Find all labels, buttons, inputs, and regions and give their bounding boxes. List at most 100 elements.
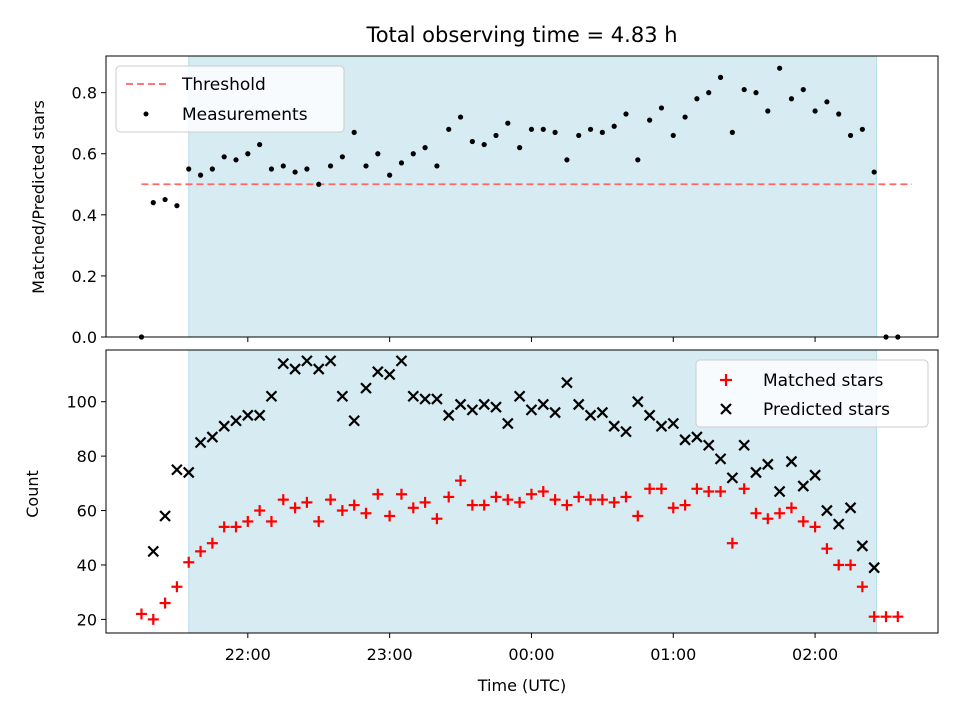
measurement-point	[800, 86, 806, 93]
matched-point	[679, 499, 691, 511]
matched-point	[620, 491, 632, 503]
y-tick-label: 0.6	[72, 145, 97, 164]
matched-point	[218, 521, 230, 533]
measurement-point	[564, 157, 570, 163]
matched-point	[667, 502, 679, 514]
predicted-point	[242, 409, 254, 422]
measurement-point	[398, 160, 405, 166]
x-tick-label: 00:00	[508, 645, 554, 664]
top-x-ticks	[247, 337, 816, 342]
matched-point	[715, 486, 727, 497]
matched-point	[691, 483, 703, 495]
predicted-point	[372, 365, 384, 378]
measurement-point	[422, 145, 428, 151]
matched-point	[561, 499, 573, 511]
matched-stars-points	[135, 475, 904, 625]
measurement-point	[552, 129, 558, 135]
predicted-point	[584, 409, 597, 422]
measurement-point	[753, 90, 759, 96]
measurement-point	[292, 169, 298, 175]
bottom-y-axis-label: Count	[23, 470, 42, 518]
measurement-point	[434, 163, 440, 169]
bottom-x-ticks: 22:00 23:00 00:00 01:00 02:00	[225, 633, 838, 664]
measurement-point	[493, 132, 499, 139]
matched-point	[325, 494, 337, 506]
matched-point	[880, 611, 892, 623]
matched-point	[265, 515, 277, 527]
measurement-point	[777, 65, 783, 71]
matched-point	[301, 496, 313, 508]
matched-point	[466, 499, 478, 511]
matched-point	[490, 491, 502, 503]
predicted-point	[525, 404, 538, 416]
predicted-point	[159, 510, 171, 522]
measurement-point	[280, 163, 286, 169]
y-tick-label: 0.0	[72, 328, 97, 347]
predicted-point	[632, 395, 644, 408]
measurement-point	[351, 129, 357, 135]
matched-point	[372, 488, 384, 500]
matched-point	[502, 494, 514, 506]
predicted-point	[230, 414, 242, 427]
top-legend-box	[115, 65, 345, 133]
matched-point	[455, 475, 467, 487]
x-tick-label: 01:00	[650, 645, 696, 664]
predicted-point	[407, 390, 420, 403]
y-tick-label: 40	[77, 556, 97, 575]
matched-point	[821, 543, 833, 555]
measurement-point	[587, 126, 594, 132]
predicted-point	[738, 439, 750, 452]
top-y-ticks: 0.0 0.2 0.4 0.6 0.8	[72, 84, 106, 347]
matched-point	[147, 613, 159, 625]
y-tick-label: 100	[66, 393, 97, 412]
predicted-point	[832, 518, 845, 530]
y-tick-label: 0.2	[72, 267, 97, 286]
matched-point	[230, 521, 242, 533]
measurement-point	[812, 108, 818, 114]
predicted-point	[171, 463, 183, 476]
measurement-point	[847, 132, 854, 139]
predicted-point	[301, 355, 313, 367]
predicted-point	[726, 472, 739, 484]
measurement-point	[517, 145, 523, 151]
top-axes-frame	[105, 55, 939, 338]
predicted-point	[868, 561, 880, 574]
measurement-point	[257, 141, 263, 148]
measurement-point	[268, 166, 275, 172]
measurement-point	[706, 90, 712, 96]
measurement-point	[729, 129, 735, 135]
measurement-point	[765, 108, 771, 114]
x-axis-label: Time (UTC)	[477, 676, 566, 695]
matched-point	[313, 515, 325, 527]
matched-point	[644, 483, 656, 495]
measurement-point	[540, 126, 546, 132]
predicted-point	[431, 393, 443, 405]
matched-point	[833, 559, 845, 571]
measurement-point	[635, 157, 641, 163]
measurement-point	[469, 138, 475, 145]
predicted-point	[478, 398, 490, 411]
x-tick-label: 22:00	[225, 645, 271, 664]
bottom-legend-box	[695, 359, 929, 428]
measurement-point	[788, 96, 795, 102]
matched-point	[868, 611, 880, 623]
measurement-point	[859, 126, 865, 132]
measurement-point	[824, 99, 830, 105]
predicted-point	[762, 458, 774, 471]
measurement-point	[446, 126, 452, 132]
top-legend: Threshold Measurements	[115, 65, 345, 133]
predicted-point	[265, 390, 278, 403]
predicted-point	[312, 363, 325, 375]
matched-point	[785, 502, 797, 514]
measurement-point	[528, 126, 535, 132]
matched-point	[726, 537, 738, 549]
predicted-point	[442, 409, 455, 422]
x-tick-label: 02:00	[792, 645, 838, 664]
predicted-point	[596, 406, 609, 419]
predicted-point	[561, 376, 573, 389]
matched-point	[892, 611, 904, 623]
matched-point	[254, 505, 266, 517]
measurement-point	[599, 129, 605, 135]
matched-point	[242, 515, 254, 527]
matched-point	[537, 486, 549, 497]
